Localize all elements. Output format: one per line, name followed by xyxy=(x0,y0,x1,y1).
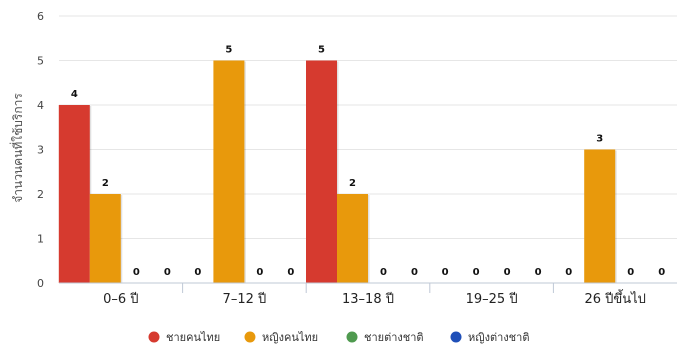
data-label: 0 xyxy=(442,267,449,278)
data-label: 0 xyxy=(565,267,572,278)
legend-label[interactable]: หญิงต่างชาติ xyxy=(468,331,529,344)
data-label: 5 xyxy=(318,45,325,56)
data-label: 0 xyxy=(164,267,171,278)
data-label: 0 xyxy=(658,267,665,278)
data-label: 0 xyxy=(194,267,201,278)
data-label: 2 xyxy=(102,178,109,189)
legend-label[interactable]: ชายคนไทย xyxy=(166,331,220,344)
bar xyxy=(58,105,90,283)
x-tick-label: 0–6 ปี xyxy=(103,291,138,307)
y-tick-label: 6 xyxy=(37,10,44,23)
y-tick-label: 2 xyxy=(37,188,44,201)
data-label: 2 xyxy=(349,178,356,189)
data-label: 0 xyxy=(411,267,418,278)
y-tick-label: 4 xyxy=(37,99,44,112)
bar xyxy=(213,60,245,283)
x-tick-label: 13–18 ปี xyxy=(342,291,394,307)
bar xyxy=(306,60,337,283)
data-label: 3 xyxy=(596,134,603,145)
y-tick-label: 5 xyxy=(37,55,44,68)
y-axis-title: จำนวนคนที่ใช้บริการ xyxy=(9,93,25,203)
legend-label[interactable]: หญิงคนไทย xyxy=(262,331,318,344)
y-tick-label: 1 xyxy=(37,233,44,246)
data-label: 4 xyxy=(71,89,78,100)
legend-marker[interactable] xyxy=(346,331,358,343)
x-tick-label: 26 ปีขึ้นไป xyxy=(584,289,646,307)
data-label: 0 xyxy=(535,267,542,278)
data-label: 0 xyxy=(133,267,140,278)
data-label: 0 xyxy=(473,267,480,278)
data-label: 0 xyxy=(627,267,634,278)
data-label: 5 xyxy=(225,45,232,56)
bar xyxy=(584,149,616,283)
x-tick-label: 7–12 ปี xyxy=(223,291,267,307)
legend-marker[interactable] xyxy=(450,331,462,343)
data-label: 0 xyxy=(380,267,387,278)
x-tick-label: 19–25 ปี xyxy=(466,291,518,307)
data-labels: 4 2 0 0 0 5 0 0 5 2 0 0 0 0 0 0 0 3 0 0 xyxy=(71,45,665,279)
legend-label[interactable]: ชายต่างชาติ xyxy=(364,331,424,344)
y-tick-label: 3 xyxy=(37,144,44,157)
data-label: 0 xyxy=(287,267,294,278)
grid xyxy=(59,15,677,239)
bar xyxy=(337,194,368,283)
legend-marker[interactable] xyxy=(244,331,256,343)
y-tick-label: 0 xyxy=(37,277,44,290)
legend: ชายคนไทย หญิงคนไทย ชายต่างชาติ หญิงต่างชาติ xyxy=(148,331,529,344)
data-label: 0 xyxy=(256,267,263,278)
data-label: 0 xyxy=(504,267,511,278)
bars xyxy=(58,60,617,283)
axes: 0 1 2 3 4 5 6 0–6 ปี 7–12 ปี 13–18 ปี 19–25 ปี 26 ป… xyxy=(37,10,677,307)
bar xyxy=(89,194,121,283)
legend-marker[interactable] xyxy=(148,331,160,343)
